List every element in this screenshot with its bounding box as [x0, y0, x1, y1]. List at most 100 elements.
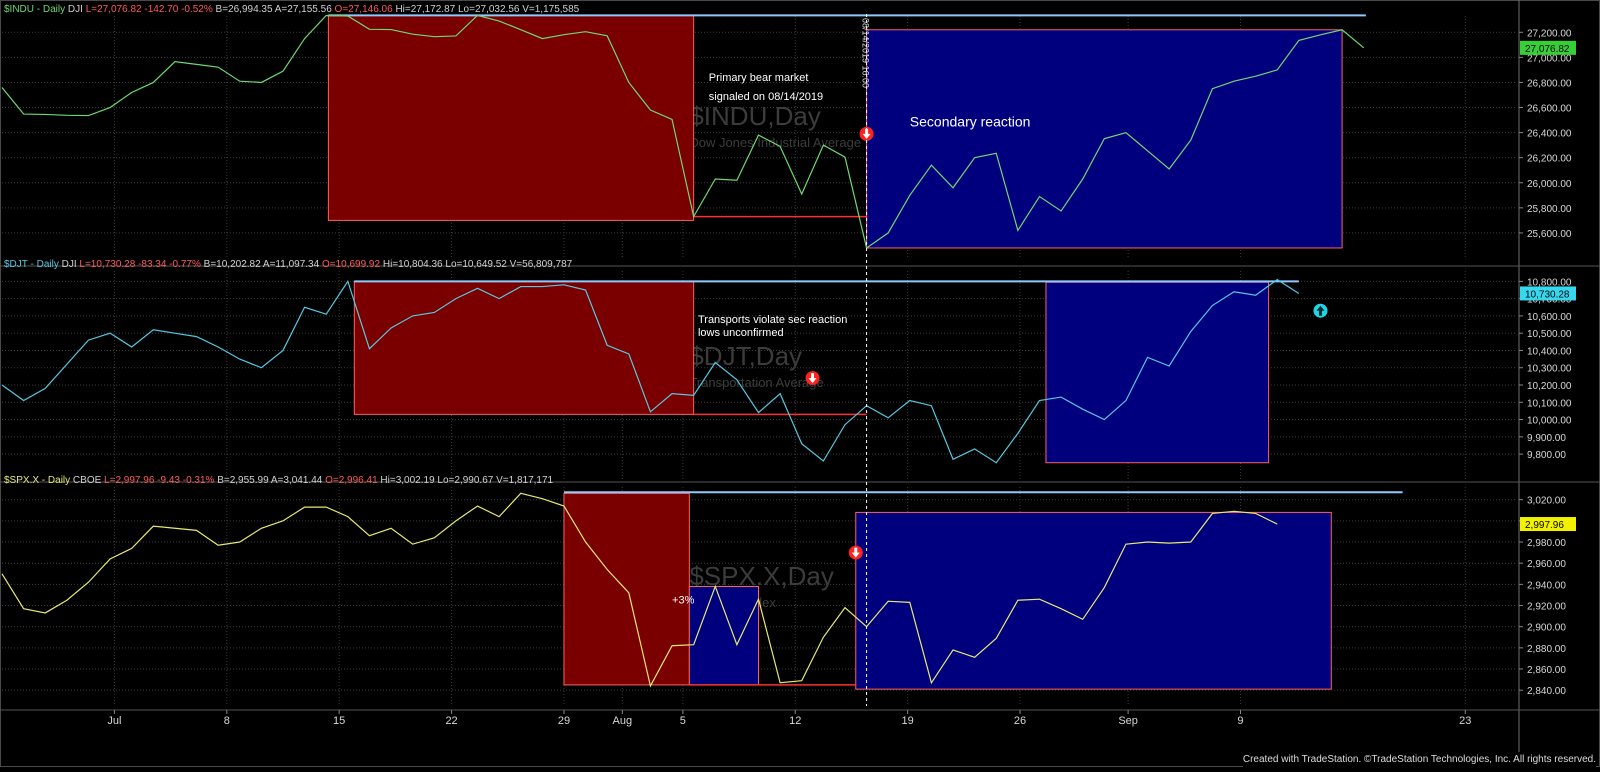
chart-annotation: lows unconfirmed — [698, 327, 784, 339]
y-tick-label: 10,300.00 — [1527, 364, 1572, 375]
time-cursor-label: 08/14/2019 16:00 — [861, 18, 871, 88]
footer-credit: Created with TradeStation. ©TradeStation… — [1242, 753, 1596, 767]
y-tick-label: 26,400.00 — [1527, 129, 1572, 140]
last-price-label: 10,730.28 — [1525, 289, 1570, 300]
last-price-label: 2,997.96 — [1525, 520, 1564, 531]
secondary-reaction-box — [688, 585, 759, 686]
x-tick-label: 19 — [902, 715, 914, 727]
y-tick-label: 25,800.00 — [1527, 204, 1572, 215]
y-tick-label: 26,600.00 — [1527, 104, 1572, 115]
header-field: Hi=10,804.36 — [383, 259, 446, 270]
y-tick-label: 2,880.00 — [1527, 644, 1566, 655]
header-field: V=1,817,171 — [496, 475, 553, 486]
y-tick-label: 26,800.00 — [1527, 78, 1572, 89]
header-field: B=10,202.82 — [204, 259, 263, 270]
y-tick-label: 10,000.00 — [1527, 416, 1572, 427]
y-tick-label: 26,200.00 — [1527, 154, 1572, 165]
y-tick-label: 10,100.00 — [1527, 398, 1572, 409]
y-tick-label: 9,900.00 — [1527, 433, 1566, 444]
header-field: $DJT - Daily — [4, 259, 62, 270]
header-field: L=2,997.96 — [104, 475, 157, 486]
chart-annotation: signaled on 08/14/2019 — [709, 91, 823, 103]
x-tick-label: 8 — [224, 715, 230, 727]
header-field: Lo=10,649.52 — [445, 259, 509, 270]
y-tick-label: 26,000.00 — [1527, 179, 1572, 190]
y-tick-label: 10,500.00 — [1527, 329, 1572, 340]
pane-header: $SPX.X - Daily CBOE L=2,997.96 -9.43 -0.… — [4, 475, 554, 486]
header-field: DJI — [68, 4, 86, 15]
chart-annotation: Transports violate sec reaction — [698, 314, 847, 326]
header-field: Hi=27,172.87 — [395, 4, 458, 15]
header-field: -0.31% — [183, 475, 217, 486]
header-field: $INDU - Daily — [4, 4, 68, 15]
header-field: B=2,955.99 — [217, 475, 271, 486]
x-tick-label: 15 — [333, 715, 345, 727]
x-tick-label: 22 — [445, 715, 457, 727]
chart-annotation: Secondary reaction — [910, 113, 1031, 129]
secondary-reaction-box — [855, 511, 1332, 690]
header-field: O=2,996.41 — [325, 475, 380, 486]
price-line — [1, 14, 1365, 249]
y-tick-label: 2,940.00 — [1527, 580, 1566, 591]
header-field: B=26,994.35 — [216, 4, 275, 15]
sell-signal-arrow-icon — [805, 371, 820, 386]
last-price-tag — [1520, 286, 1576, 301]
header-field: Lo=2,990.67 — [437, 475, 496, 486]
chart-annotation: +3% — [672, 594, 695, 606]
x-tick-label: 9 — [1237, 715, 1243, 727]
y-tick-label: 25,600.00 — [1527, 229, 1572, 240]
watermark-title: $DJT,Day — [689, 341, 802, 371]
header-field: $SPX.X - Daily — [4, 475, 73, 486]
x-tick-label: 23 — [1459, 715, 1471, 727]
watermark-title: $INDU,Day — [689, 101, 820, 131]
watermark-subtitle: Dow Jones Industrial Average — [689, 135, 861, 150]
pane-header: $DJT - Daily DJI L=10,730.28 -83.34 -0.7… — [4, 259, 573, 270]
watermark-subtitle: Transportation Average — [689, 375, 823, 390]
header-field: Hi=3,002.19 — [380, 475, 437, 486]
header-field: O=27,146.06 — [335, 4, 396, 15]
y-tick-label: 27,000.00 — [1527, 53, 1572, 64]
y-tick-label: 3,020.00 — [1527, 496, 1566, 507]
sell-signal-arrow-icon — [859, 126, 874, 141]
y-tick-label: 2,840.00 — [1527, 686, 1566, 697]
header-field: A=27,155.56 — [275, 4, 335, 15]
header-field: L=10,730.28 — [79, 259, 138, 270]
y-tick-label: 2,980.00 — [1527, 538, 1566, 549]
y-tick-label: 10,800.00 — [1527, 277, 1572, 288]
x-tick-label: 12 — [789, 715, 801, 727]
x-tick-label: 26 — [1014, 715, 1026, 727]
header-field: A=3,041.44 — [271, 475, 325, 486]
buy-signal-arrow-icon — [1313, 303, 1328, 318]
pane-indu: 25,600.00 25,800.00 26,000.00 26,200.00 26,4… — [1, 4, 1576, 249]
y-tick-label: 2,920.00 — [1527, 602, 1566, 613]
header-field: V=1,175,585 — [522, 4, 579, 15]
x-tick-label: 29 — [558, 715, 570, 727]
header-field: CBOE — [73, 475, 104, 486]
header-field: -0.52% — [181, 4, 215, 15]
header-field: L=27,076.82 — [86, 4, 145, 15]
price-line — [1, 492, 1278, 688]
last-price-tag — [1520, 40, 1576, 55]
header-field: -142.70 — [144, 4, 181, 15]
pane-djt: 9,800.00 9,900.00 10,000.00 10,100.00 10,200… — [1, 259, 1576, 464]
y-tick-label: 2,960.00 — [1527, 559, 1566, 570]
header-field: -9.43 — [157, 475, 183, 486]
header-field: A=11,097.34 — [263, 259, 322, 270]
pane-header: $INDU - Daily DJI L=27,076.82 -142.70 -0… — [4, 4, 580, 15]
header-field: O=10,699.92 — [322, 259, 383, 270]
x-tick-label: Jul — [107, 715, 121, 727]
x-tick-label: Aug — [613, 715, 633, 727]
y-tick-label: 10,600.00 — [1527, 312, 1572, 323]
price-line — [1, 278, 1300, 464]
pane-spxx: 2,840.00 2,860.00 2,880.00 2,900.00 2,920.00… — [1, 475, 1576, 697]
y-tick-label: 10,200.00 — [1527, 381, 1572, 392]
header-field: Lo=27,032.56 — [458, 4, 522, 15]
x-tick-label: 5 — [680, 715, 686, 727]
header-field: V=56,809,787 — [510, 259, 573, 270]
last-price-tag — [1520, 517, 1576, 532]
header-field: -0.77% — [169, 259, 203, 270]
header-field: -83.34 — [138, 259, 169, 270]
y-tick-label: 9,800.00 — [1527, 450, 1566, 461]
